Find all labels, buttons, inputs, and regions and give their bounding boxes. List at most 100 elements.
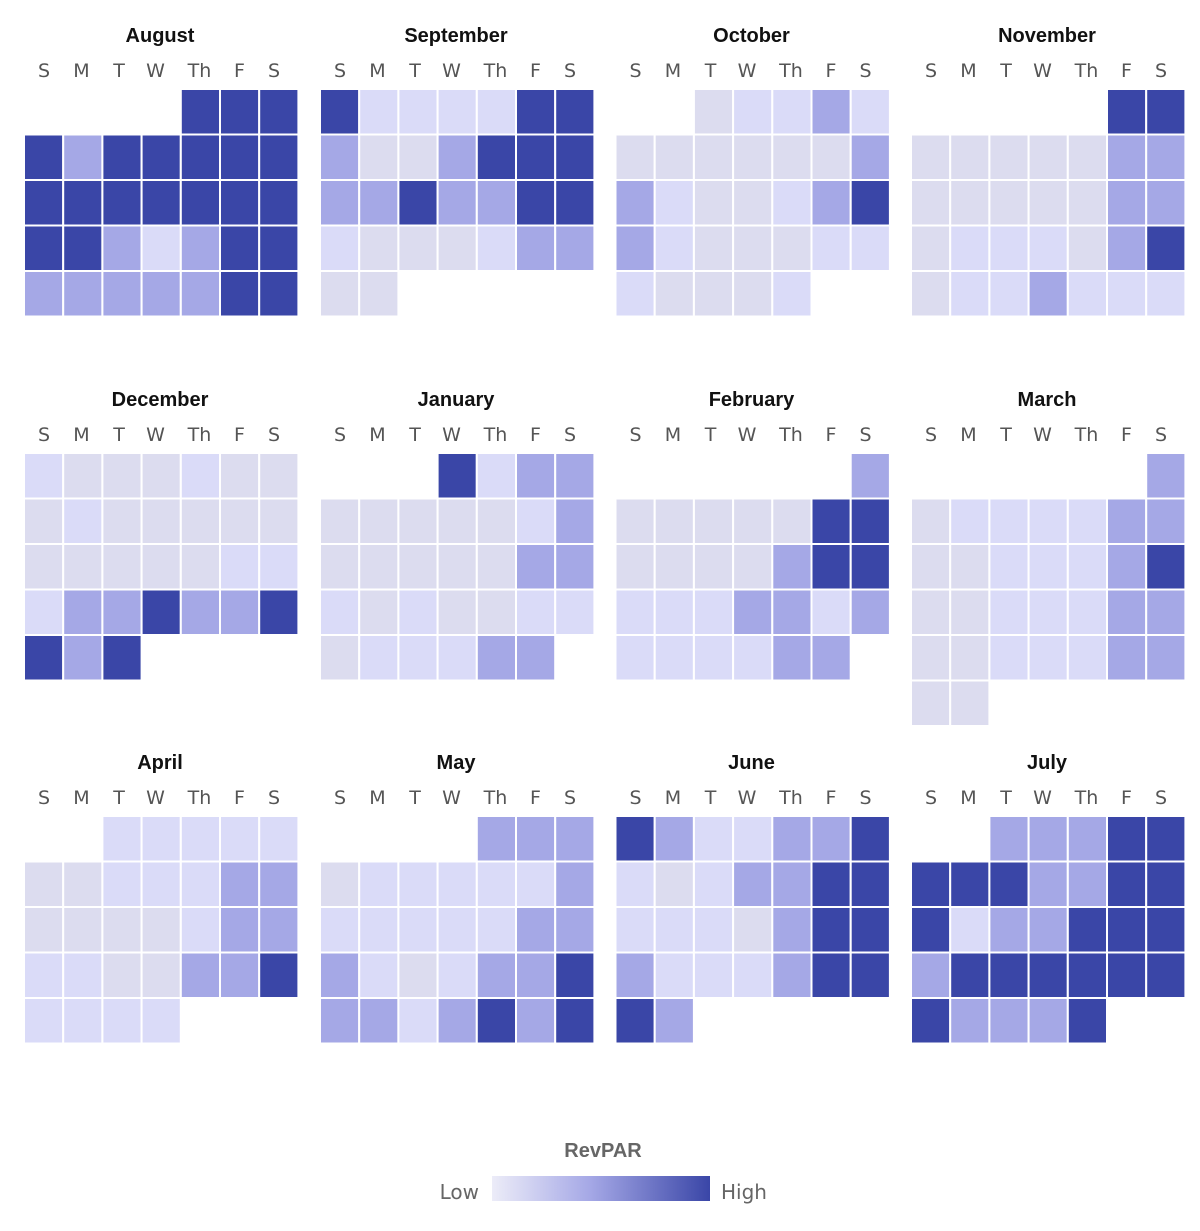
legend-gradient-bar [492, 1176, 710, 1201]
day-cell [436, 88, 478, 136]
day-cell [614, 224, 656, 272]
day-cell [62, 179, 104, 227]
month-title: June [728, 752, 775, 774]
day-cell [771, 497, 813, 545]
day-cell [179, 179, 222, 227]
day-cell [1027, 860, 1069, 908]
day-cell [653, 906, 695, 954]
weekday-label: M [73, 60, 89, 82]
weekday-label: T [408, 424, 421, 446]
weekday-label: T [112, 424, 125, 446]
weekday-label: W [738, 424, 757, 446]
day-cell [614, 634, 656, 682]
day-cell [732, 133, 774, 181]
day-cell [140, 133, 182, 181]
day-cell [515, 497, 557, 545]
day-cell [23, 860, 65, 908]
weekday-label: F [1121, 60, 1132, 82]
day-cell [358, 179, 400, 227]
day-cell [554, 543, 596, 591]
day-cell [358, 224, 400, 272]
weekday-label: Th [483, 60, 508, 82]
day-cell [810, 906, 852, 954]
weekday-label: S [268, 787, 280, 809]
day-cell [1106, 815, 1148, 863]
day-cell [771, 815, 813, 863]
day-cell [23, 224, 65, 272]
month-may: May S M T W Th F S [319, 752, 596, 1045]
day-cell [771, 588, 813, 636]
day-cell [849, 588, 891, 636]
day-cell [554, 179, 596, 227]
day-cell [849, 224, 891, 272]
day-cell [910, 270, 952, 318]
day-cell [1145, 452, 1187, 500]
day-cell [62, 588, 104, 636]
day-cell [358, 997, 400, 1045]
day-cell [554, 88, 596, 136]
weekday-label: S [859, 60, 871, 82]
day-cell [397, 88, 439, 136]
day-cell [101, 588, 143, 636]
day-cell [1145, 951, 1187, 999]
day-cell [179, 224, 222, 272]
day-cell [1066, 133, 1109, 181]
day-cell [554, 452, 596, 500]
weekday-label: S [925, 60, 937, 82]
day-cell [436, 224, 478, 272]
day-cell [653, 634, 695, 682]
weekday-label: S [629, 787, 641, 809]
day-cell [614, 133, 656, 181]
day-cell [1145, 224, 1187, 272]
day-cell [732, 906, 774, 954]
day-cell [179, 815, 222, 863]
legend-high-label: High [721, 1180, 767, 1204]
day-cell [62, 133, 104, 181]
day-cell [1066, 270, 1109, 318]
day-cell [949, 224, 991, 272]
day-cell [1106, 270, 1148, 318]
weekday-label: Th [187, 60, 212, 82]
day-cell [1106, 133, 1148, 181]
day-cell [258, 452, 300, 500]
day-cell [614, 906, 656, 954]
day-cell [1106, 224, 1148, 272]
day-cell [319, 88, 361, 136]
day-cell [910, 224, 952, 272]
day-cell [732, 815, 774, 863]
day-cell [1066, 815, 1109, 863]
day-cell [258, 815, 300, 863]
day-cell [62, 906, 104, 954]
day-cell [653, 951, 695, 999]
day-cell [949, 497, 991, 545]
day-cell [219, 543, 261, 591]
day-cell [23, 133, 65, 181]
legend-low-label: Low [440, 1180, 479, 1204]
day-cell [140, 224, 182, 272]
day-cell [614, 588, 656, 636]
month-title: March [1018, 389, 1077, 411]
day-cell [1066, 224, 1109, 272]
day-cell [949, 860, 991, 908]
day-cell [475, 951, 517, 999]
day-cell [1027, 270, 1069, 318]
day-cell [475, 88, 517, 136]
weekday-label: Th [483, 424, 508, 446]
day-cell [692, 543, 735, 591]
weekday-label: S [1155, 424, 1167, 446]
day-cell [258, 497, 300, 545]
day-cell [101, 634, 143, 682]
day-cell [810, 634, 852, 682]
weekday-label: W [146, 787, 165, 809]
day-cell [732, 543, 774, 591]
day-cell [692, 179, 735, 227]
day-cell [436, 133, 478, 181]
day-cell [397, 543, 439, 591]
month-april: April S M T W Th F S [23, 752, 300, 1045]
day-cell [397, 179, 439, 227]
day-cell [771, 224, 813, 272]
day-cell [397, 497, 439, 545]
weekday-label: M [665, 424, 681, 446]
day-cell [653, 224, 695, 272]
weekday-label: F [530, 60, 541, 82]
